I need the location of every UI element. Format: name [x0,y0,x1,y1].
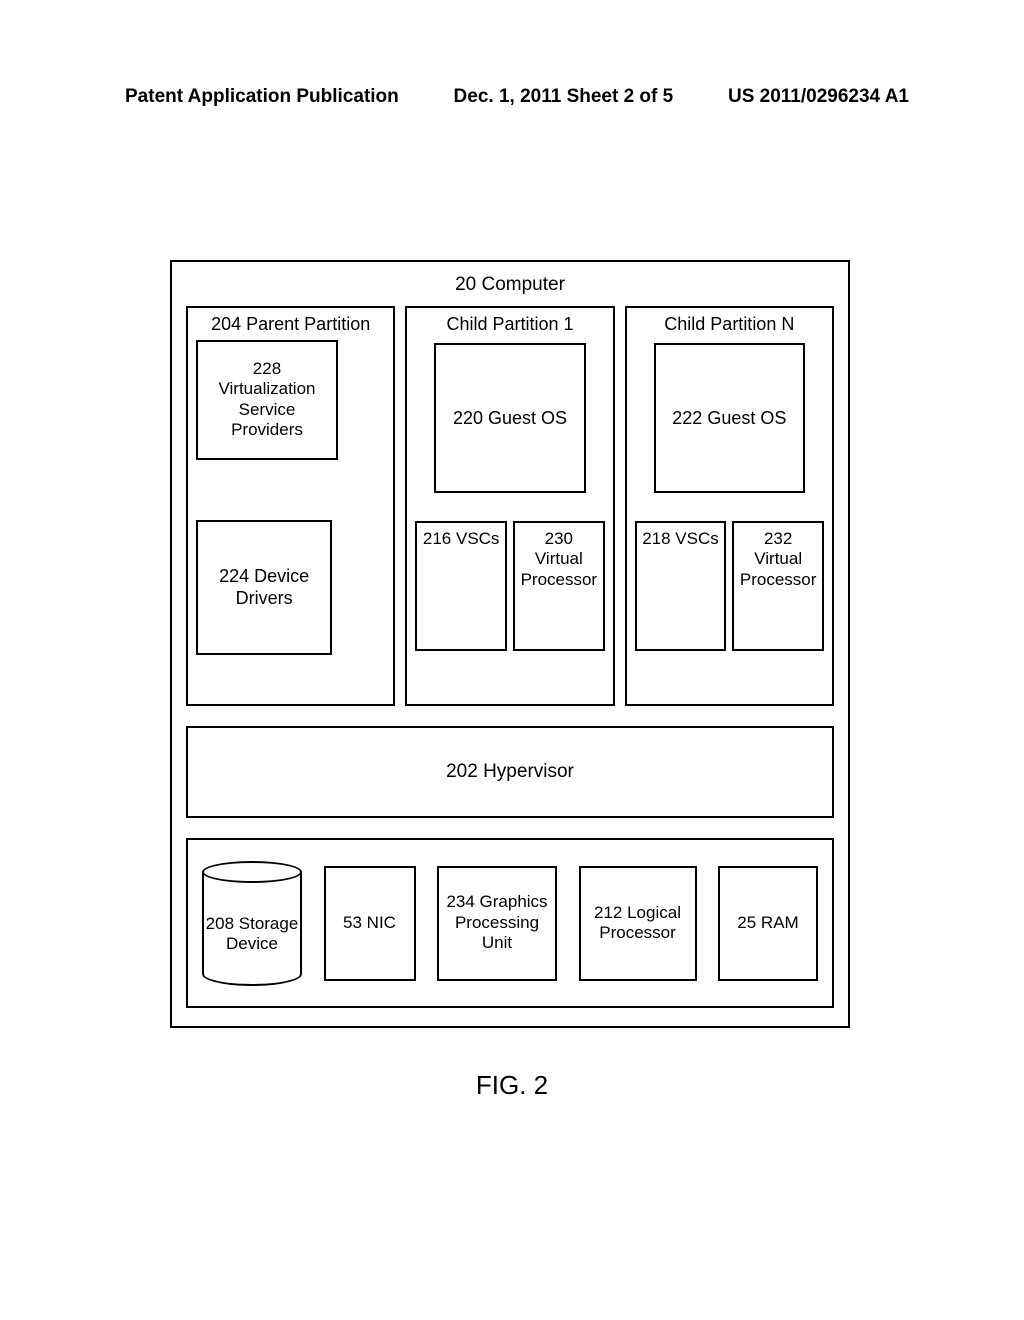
storage-cylinder-body: 208 Storage Device [202,871,302,986]
gpu-box: 234 Graphics Processing Unit [437,866,557,981]
vsp-box: 228 Virtualization Service Providers [196,340,338,460]
header-center: Dec. 1, 2011 Sheet 2 of 5 [454,86,674,108]
storage-label: 208 Storage Device [204,914,300,955]
figure-label: FIG. 2 [0,1070,1024,1101]
child-n-title: Child Partition N [635,314,824,335]
child-partition-1: Child Partition 1 220 Guest OS 216 VSCs … [405,306,614,706]
header-right: US 2011/0296234 A1 [728,86,909,108]
guest-os-n: 222 Guest OS [654,343,805,493]
child-partition-n: Child Partition N 222 Guest OS 218 VSCs … [625,306,834,706]
hardware-row: 208 Storage Device 53 NIC 234 Graphics P… [186,838,834,1008]
header-left: Patent Application Publication [125,86,399,108]
virtual-processor-n: 232 Virtual Processor [732,521,824,651]
vscs-n: 218 VSCs [635,521,727,651]
computer-title: 20 Computer [186,274,834,296]
virtual-processor-1: 230 Virtual Processor [513,521,605,651]
device-drivers-box: 224 Device Drivers [196,520,332,655]
parent-partition-title: 204 Parent Partition [196,314,385,336]
child-1-title: Child Partition 1 [415,314,604,335]
page-header: Patent Application Publication Dec. 1, 2… [125,86,909,108]
storage-cylinder-top [202,861,302,883]
hypervisor-box: 202 Hypervisor [186,726,834,818]
page: Patent Application Publication Dec. 1, 2… [0,0,1024,1320]
partitions-row: 204 Parent Partition 228 Virtualization … [186,306,834,706]
child-1-sub-row: 216 VSCs 230 Virtual Processor [415,521,604,651]
nic-box: 53 NIC [324,866,416,981]
computer-box: 20 Computer 204 Parent Partition 228 Vir… [170,260,850,1028]
ram-box: 25 RAM [718,866,818,981]
child-n-sub-row: 218 VSCs 232 Virtual Processor [635,521,824,651]
parent-partition: 204 Parent Partition 228 Virtualization … [186,306,395,706]
vscs-1: 216 VSCs [415,521,507,651]
guest-os-1: 220 Guest OS [434,343,585,493]
logical-processor-box: 212 Logical Processor [579,866,697,981]
storage-device: 208 Storage Device [202,861,302,986]
